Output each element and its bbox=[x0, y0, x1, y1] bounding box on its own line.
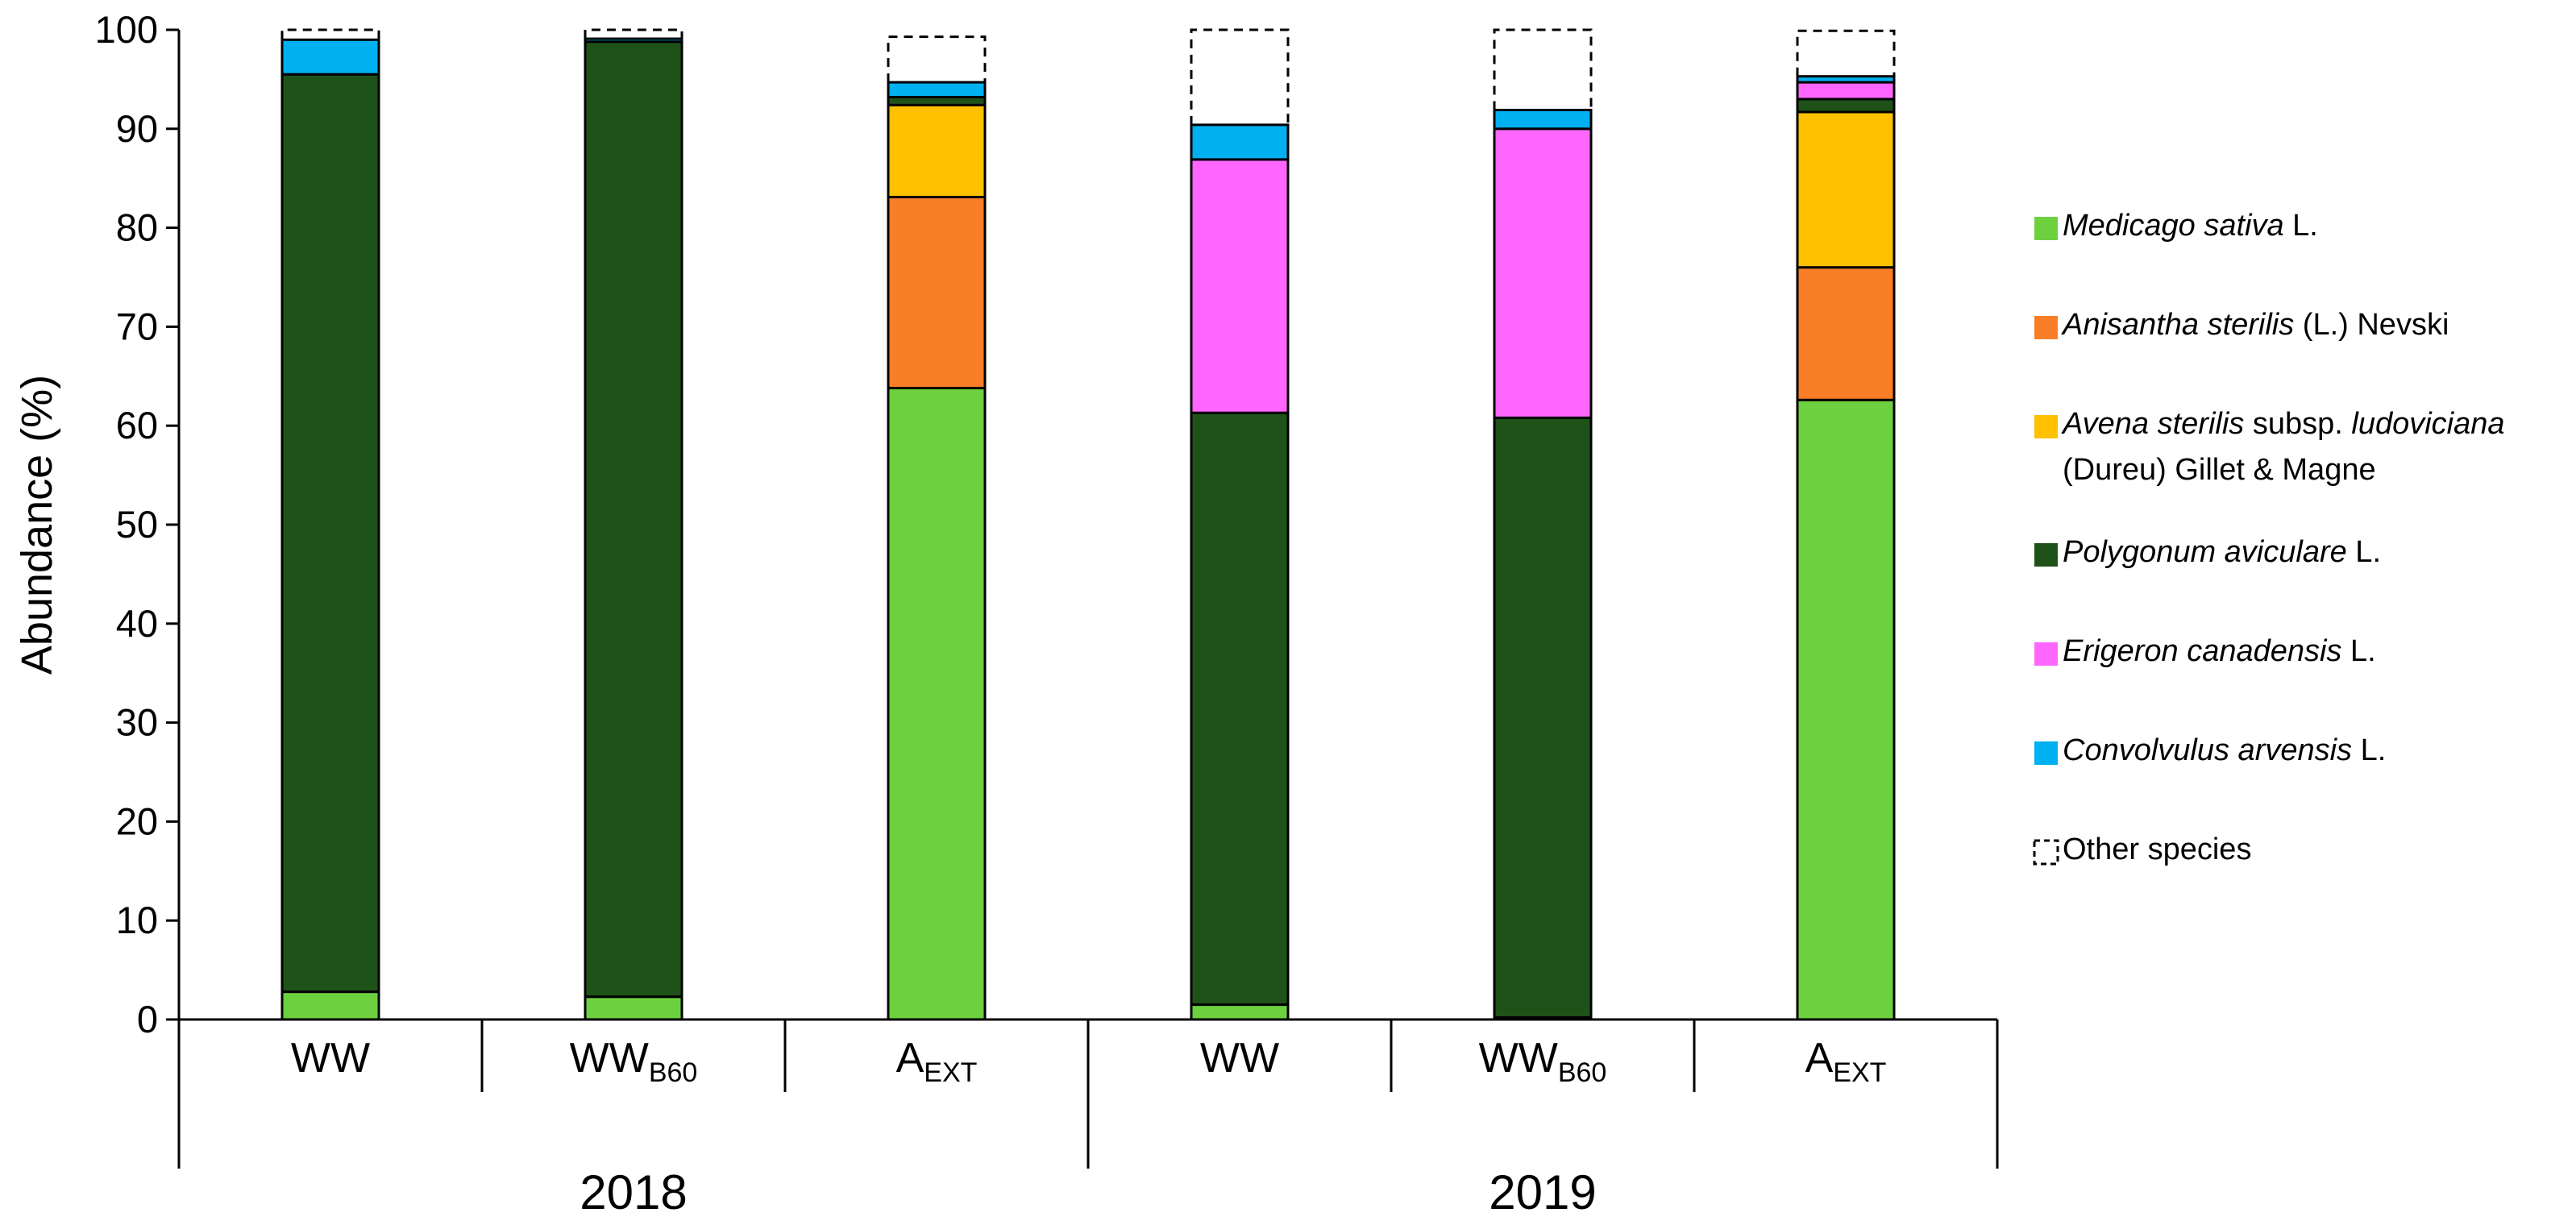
y-tick-label: 50 bbox=[116, 503, 158, 546]
bar-1-other bbox=[584, 28, 683, 39]
y-tick-label: 90 bbox=[116, 107, 158, 150]
y-axis-title: Abundance (%) bbox=[13, 375, 61, 675]
bar-2-anisantha bbox=[887, 196, 987, 390]
bar-4-other bbox=[1493, 28, 1593, 110]
bar-5-avena bbox=[1796, 110, 1896, 269]
legend-swatch-erigeron bbox=[2034, 642, 2058, 666]
bar-2-avena bbox=[887, 103, 987, 199]
bar-0-polygonum bbox=[280, 73, 380, 994]
bar-0-medicago bbox=[280, 990, 380, 1021]
bar-2-convolvulus bbox=[887, 81, 987, 99]
y-tick-label: 60 bbox=[116, 404, 158, 446]
bar-2-other bbox=[887, 35, 987, 83]
group-label-2018: 2018 bbox=[580, 1165, 687, 1219]
legend-swatch-medicago bbox=[2034, 217, 2058, 240]
y-tick-label: 100 bbox=[95, 8, 158, 51]
y-tick-label: 70 bbox=[116, 305, 158, 347]
bar-0-other bbox=[280, 28, 380, 40]
bar-4-erigeron bbox=[1493, 127, 1593, 419]
bar-3-medicago bbox=[1190, 1003, 1290, 1021]
legend-label-erigeron: Erigeron canadensis L. bbox=[2063, 634, 2376, 668]
bar-1-medicago bbox=[584, 995, 683, 1021]
y-tick-label: 40 bbox=[116, 602, 158, 645]
legend-swatch-polygonum bbox=[2034, 543, 2058, 567]
bar-3-erigeron bbox=[1190, 158, 1290, 414]
bar-5-convolvulus bbox=[1796, 75, 1896, 84]
category-label: AEXT bbox=[896, 1035, 978, 1088]
legend-label-convolvulus: Convolvulus arvensis L. bbox=[2063, 733, 2386, 767]
legend-label-avena: Avena sterilis subsp. ludoviciana bbox=[2061, 407, 2505, 441]
bar-3-polygonum bbox=[1190, 411, 1290, 1007]
bar-4-polygonum bbox=[1493, 416, 1593, 1019]
group-label-2019: 2019 bbox=[1489, 1165, 1596, 1219]
bar-5-other bbox=[1796, 29, 1896, 77]
legend-label-polygonum: Polygonum aviculare L. bbox=[2063, 535, 2381, 569]
category-label: AEXT bbox=[1805, 1035, 1887, 1088]
bar-5-polygonum bbox=[1796, 98, 1896, 114]
y-tick-label: 80 bbox=[116, 206, 158, 249]
bar-3-convolvulus bbox=[1190, 123, 1290, 161]
bar-0-convolvulus bbox=[280, 38, 380, 76]
category-label: WW bbox=[1200, 1035, 1279, 1082]
category-label: WWB60 bbox=[1479, 1035, 1607, 1088]
legend-swatch-anisantha bbox=[2034, 316, 2058, 339]
legend-label-anisantha: Anisantha sterilis (L.) Nevski bbox=[2061, 308, 2449, 342]
category-label: WW bbox=[291, 1035, 370, 1082]
legend-swatch-other bbox=[2033, 839, 2059, 866]
legend-swatch-avena bbox=[2034, 415, 2058, 438]
y-tick-label: 0 bbox=[137, 998, 158, 1040]
y-tick-label: 30 bbox=[116, 701, 158, 744]
category-label: WWB60 bbox=[570, 1035, 698, 1088]
bar-5-erigeron bbox=[1796, 81, 1896, 101]
bar-4-convolvulus bbox=[1493, 108, 1593, 131]
legend-label-avena-line2: (Dureu) Gillet & Magne bbox=[2063, 453, 2376, 487]
bar-5-medicago bbox=[1796, 398, 1896, 1021]
bar-1-convolvulus bbox=[584, 37, 683, 44]
legend-label-medicago: Medicago sativa L. bbox=[2063, 209, 2318, 243]
legend-swatch-convolvulus bbox=[2034, 741, 2058, 765]
legend-label-other: Other species bbox=[2063, 833, 2251, 866]
bar-3-other bbox=[1190, 28, 1290, 125]
y-tick-label: 20 bbox=[116, 799, 158, 842]
y-tick-label: 10 bbox=[116, 899, 158, 941]
bar-2-medicago bbox=[887, 387, 987, 1021]
bar-1-polygonum bbox=[584, 40, 683, 999]
bar-5-anisantha bbox=[1796, 266, 1896, 401]
